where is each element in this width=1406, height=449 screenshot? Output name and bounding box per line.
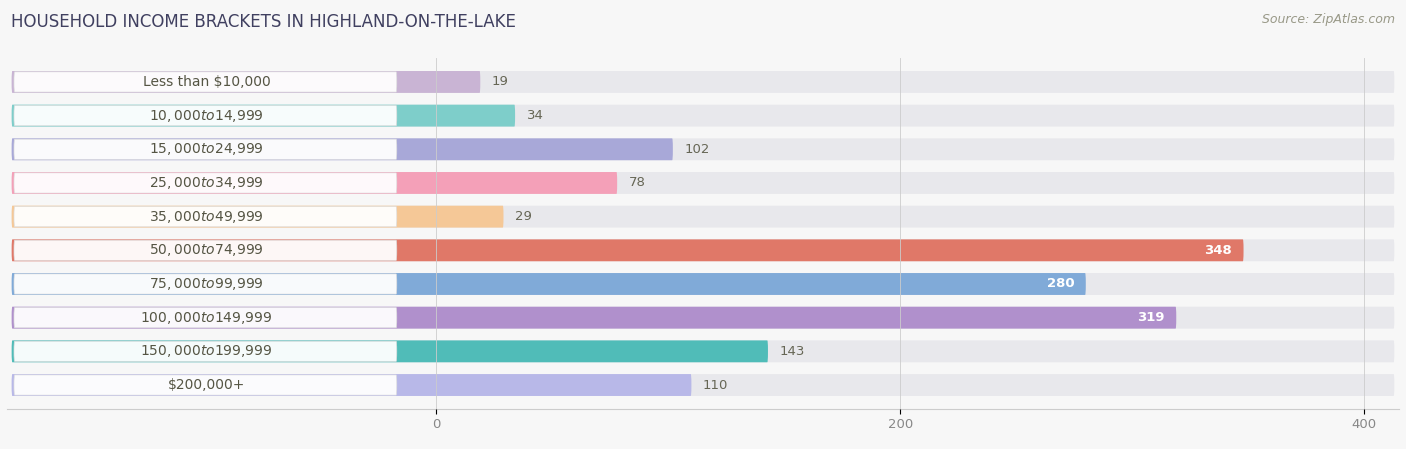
Text: $50,000 to $74,999: $50,000 to $74,999 [149,242,264,258]
Text: 143: 143 [779,345,804,358]
FancyBboxPatch shape [11,374,1395,396]
FancyBboxPatch shape [14,274,396,294]
FancyBboxPatch shape [11,340,1395,362]
Text: $25,000 to $34,999: $25,000 to $34,999 [149,175,264,191]
FancyBboxPatch shape [14,375,396,395]
Text: 29: 29 [515,210,531,223]
FancyBboxPatch shape [14,341,396,361]
FancyBboxPatch shape [11,307,1177,329]
Text: 319: 319 [1137,311,1164,324]
FancyBboxPatch shape [14,106,396,126]
Text: Less than $10,000: Less than $10,000 [142,75,270,89]
Text: 348: 348 [1204,244,1232,257]
FancyBboxPatch shape [11,172,617,194]
FancyBboxPatch shape [11,172,1395,194]
Text: $35,000 to $49,999: $35,000 to $49,999 [149,209,264,224]
FancyBboxPatch shape [11,340,768,362]
FancyBboxPatch shape [11,105,515,127]
FancyBboxPatch shape [14,240,396,260]
FancyBboxPatch shape [14,207,396,227]
Text: $15,000 to $24,999: $15,000 to $24,999 [149,141,264,157]
Text: 19: 19 [492,75,509,88]
FancyBboxPatch shape [11,273,1395,295]
Text: $75,000 to $99,999: $75,000 to $99,999 [149,276,264,292]
Text: $10,000 to $14,999: $10,000 to $14,999 [149,108,264,123]
Text: 280: 280 [1046,277,1074,291]
Text: 78: 78 [628,176,645,189]
Text: 110: 110 [703,379,728,392]
FancyBboxPatch shape [11,273,1085,295]
FancyBboxPatch shape [11,71,1395,93]
FancyBboxPatch shape [11,239,1395,261]
FancyBboxPatch shape [14,308,396,328]
FancyBboxPatch shape [14,72,396,92]
FancyBboxPatch shape [14,139,396,159]
FancyBboxPatch shape [11,206,503,228]
FancyBboxPatch shape [11,105,1395,127]
FancyBboxPatch shape [11,138,1395,160]
FancyBboxPatch shape [11,239,1243,261]
Text: 102: 102 [685,143,710,156]
Text: $200,000+: $200,000+ [167,378,245,392]
FancyBboxPatch shape [11,374,692,396]
FancyBboxPatch shape [11,71,481,93]
Text: Source: ZipAtlas.com: Source: ZipAtlas.com [1261,13,1395,26]
FancyBboxPatch shape [14,173,396,193]
Text: $150,000 to $199,999: $150,000 to $199,999 [141,343,273,359]
Text: 34: 34 [527,109,544,122]
Text: $100,000 to $149,999: $100,000 to $149,999 [141,310,273,326]
FancyBboxPatch shape [11,206,1395,228]
Text: HOUSEHOLD INCOME BRACKETS IN HIGHLAND-ON-THE-LAKE: HOUSEHOLD INCOME BRACKETS IN HIGHLAND-ON… [11,13,516,31]
FancyBboxPatch shape [11,307,1395,329]
FancyBboxPatch shape [11,138,673,160]
